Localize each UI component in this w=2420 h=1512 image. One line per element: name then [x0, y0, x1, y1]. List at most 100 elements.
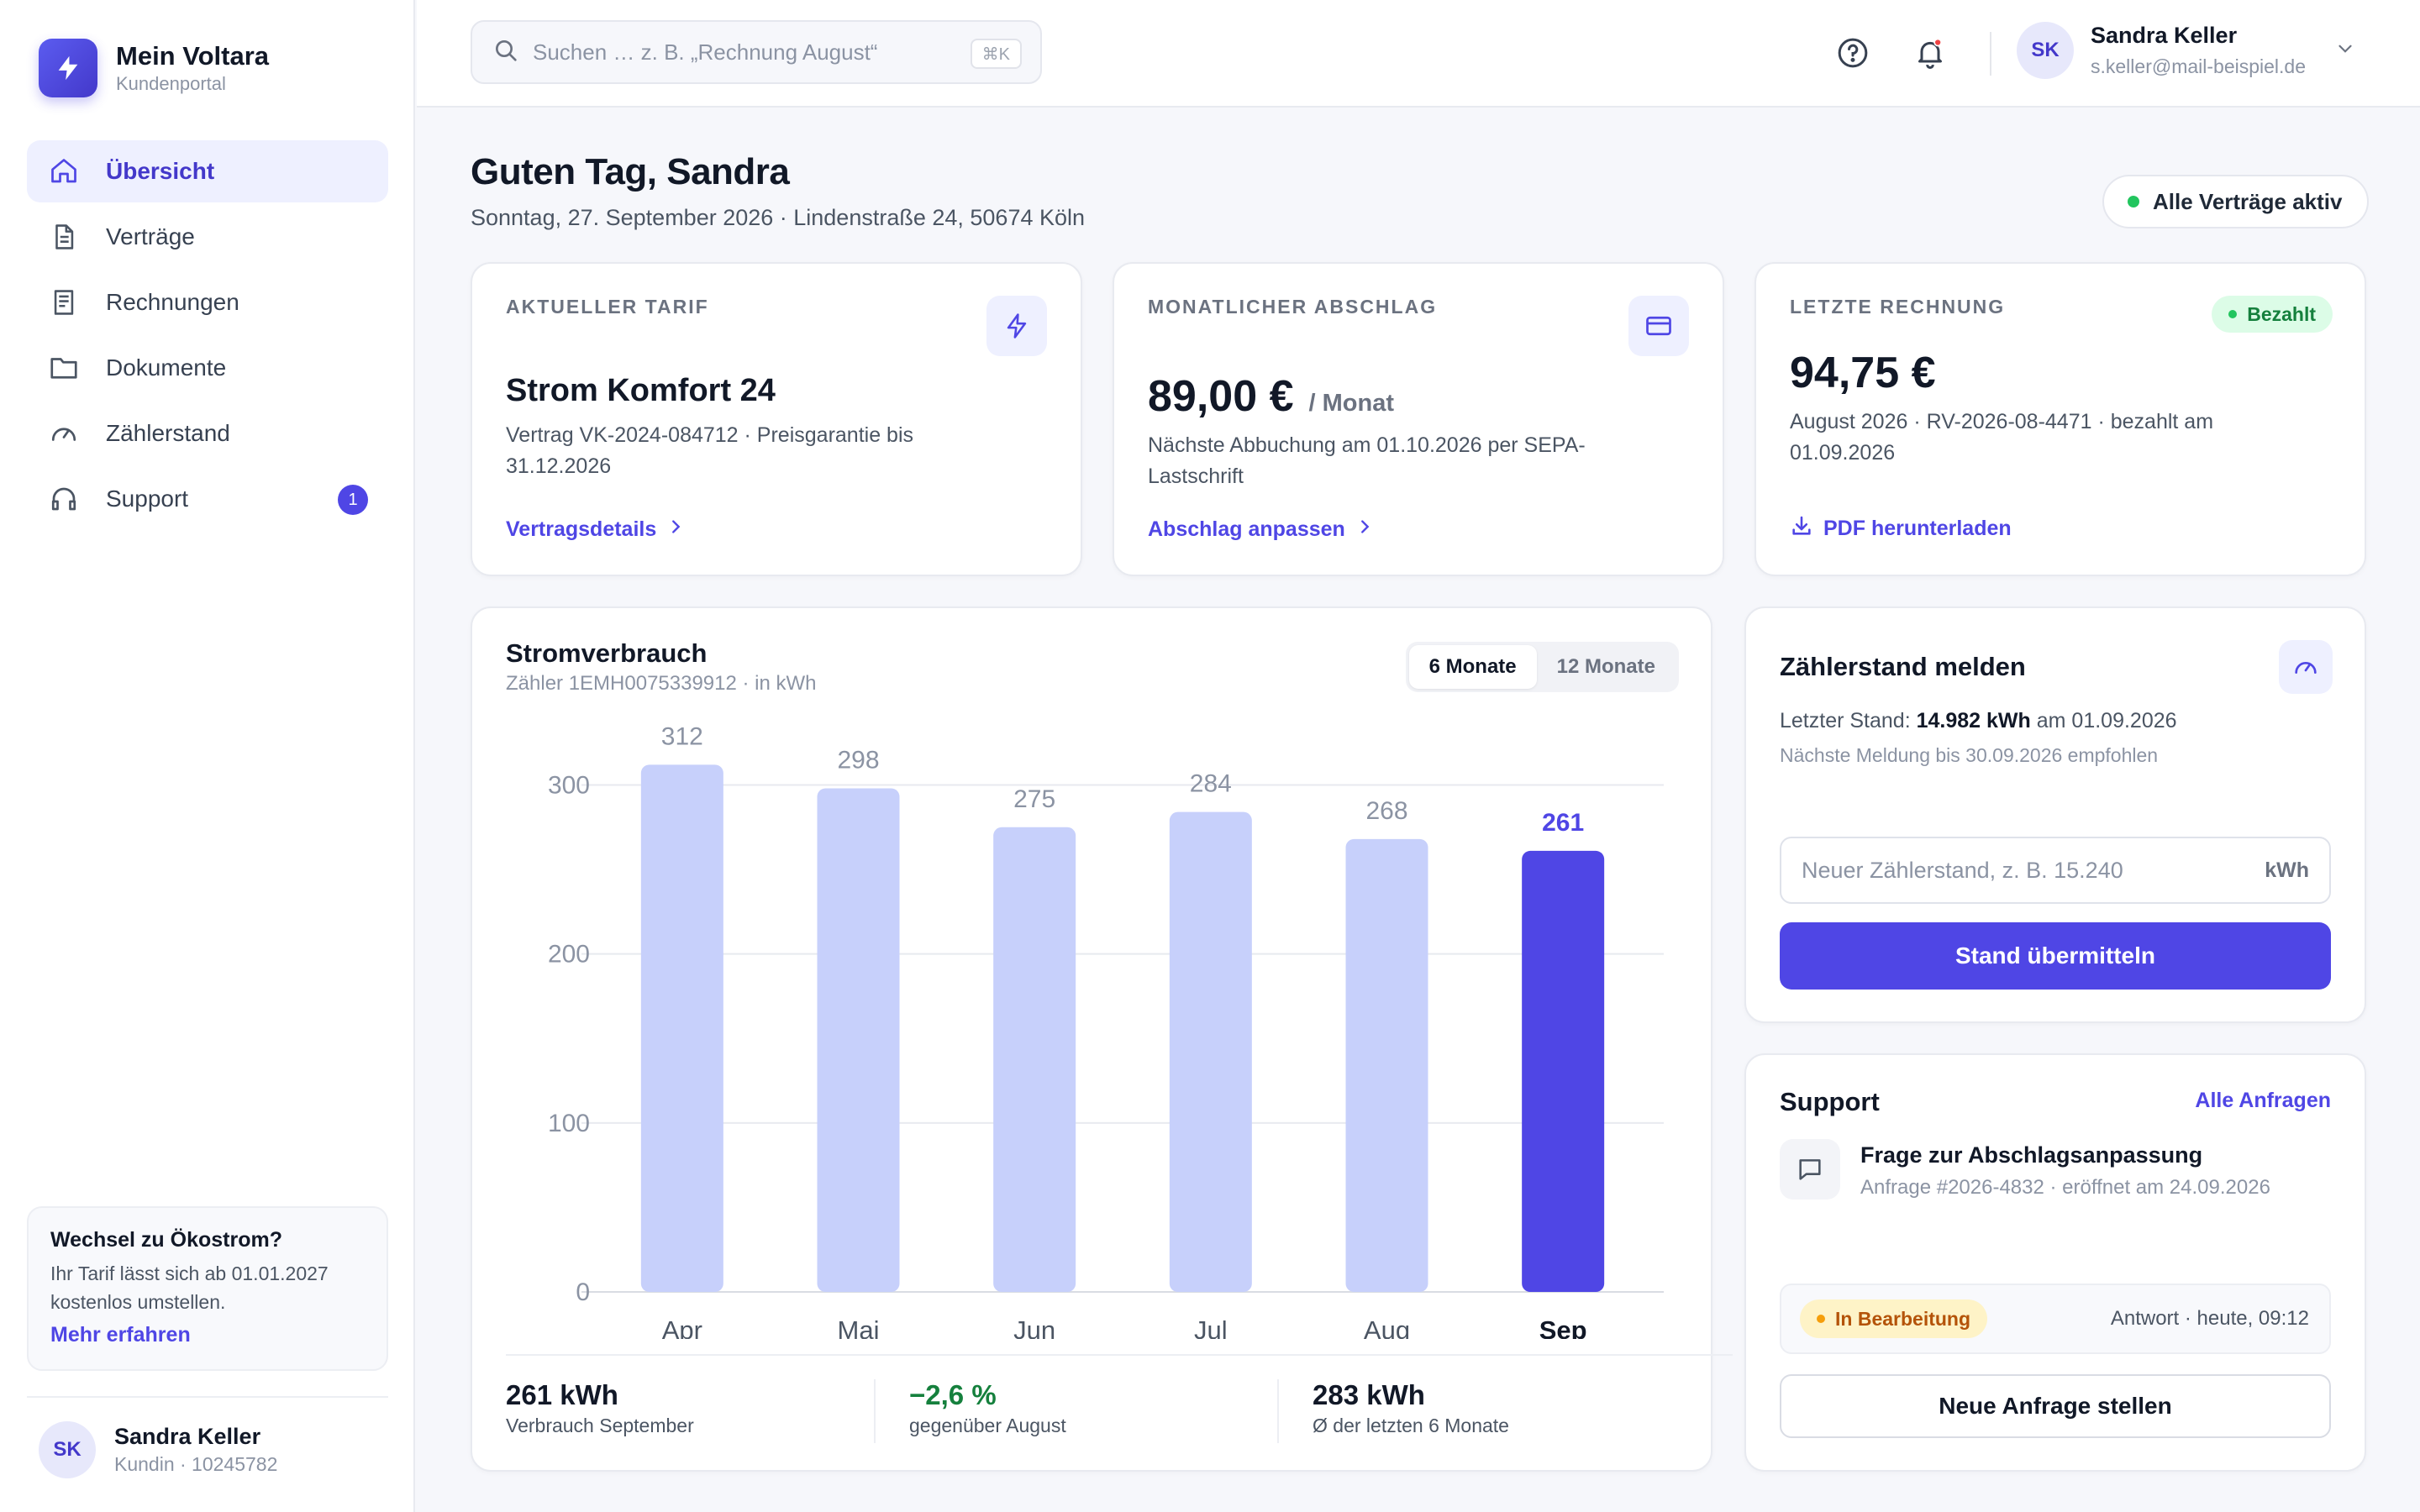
promo-title: Wechsel zu Ökostrom?	[50, 1228, 282, 1252]
card-label: MONATLICHER ABSCHLAG	[1148, 296, 1438, 318]
divider	[1990, 32, 1991, 76]
x-tick-label: Aug	[1364, 1315, 1410, 1339]
stat-average: 283 kWh Ø der letzten 6 Monate	[1313, 1379, 1509, 1437]
sidebar-user-profile[interactable]: SK Sandra Keller Kundin · 10245782	[39, 1421, 277, 1478]
download-icon	[1790, 514, 1813, 543]
consumption-bar-chart: 0 100 200 300 312 Apr 298 Mai 275 Jun 284 Jul 268 Aug…	[548, 722, 1664, 1339]
brand[interactable]: Mein Voltara Kundenportal	[39, 39, 269, 97]
help-icon[interactable]	[1833, 34, 1872, 72]
user-email: s.keller@mail-beispiel.de	[2091, 55, 2306, 77]
promo-text: Ihr Tarif lässt sich ab 01.01.2027 koste…	[50, 1263, 329, 1313]
sidebar-item-zaehlerstand[interactable]: Zählerstand	[27, 402, 388, 465]
avatar: SK	[39, 1421, 96, 1478]
receipt-icon	[47, 286, 81, 319]
keyboard-shortcut-hint: ⌘K	[970, 39, 1022, 69]
y-tick-label: 200	[548, 941, 590, 969]
gauge-icon	[47, 417, 81, 450]
sidebar-item-rechnungen[interactable]: Rechnungen	[27, 271, 388, 333]
page-subtitle: Sonntag, 27. September 2026 · Lindenstra…	[471, 205, 1086, 230]
link-label: Abschlag anpassen	[1148, 517, 1345, 541]
period-toggle: 6 Monate 12 Monate	[1405, 642, 1679, 692]
link-label: PDF herunterladen	[1823, 517, 2012, 540]
notification-badge: 1	[338, 485, 368, 515]
toggle-12-months[interactable]: 12 Monate	[1556, 655, 1655, 678]
divider	[874, 1379, 876, 1443]
meter-reading-input[interactable]	[1802, 857, 2238, 884]
unit-label: kWh	[2265, 858, 2309, 882]
submit-reading-button[interactable]: Stand übermitteln	[1780, 922, 2331, 990]
installment-amount-row: 89,00 € / Monat	[1148, 371, 1394, 422]
document-icon	[47, 220, 81, 254]
divider	[1277, 1379, 1279, 1443]
folder-icon	[47, 351, 81, 385]
invoice-card: LETZTE RECHNUNG Bezahlt 94,75 € August 2…	[1754, 262, 2366, 576]
status-text: Alle Verträge aktiv	[2153, 188, 2343, 214]
customer-number: Kundin · 10245782	[114, 1453, 278, 1475]
sidebar-item-support[interactable]: Support 1	[27, 468, 388, 530]
home-icon	[47, 155, 81, 188]
chevron-right-icon	[666, 517, 685, 542]
topbar: ⌘K SK Sandra Keller s.keller@mail-beispi…	[417, 0, 2420, 108]
stat-value: 283 kWh	[1313, 1379, 1425, 1410]
ticket-title[interactable]: Frage zur Abschlagsanpassung	[1860, 1142, 2203, 1168]
stat-current: 261 kWh Verbrauch September	[506, 1379, 694, 1437]
sidebar-item-label: Zählerstand	[106, 420, 230, 446]
next-reading-hint: Nächste Meldung bis 30.09.2026 empfohlen	[1780, 744, 2159, 766]
tariff-details: Vertrag VK-2024-084712 · Preisgarantie b…	[506, 423, 914, 478]
sidebar-item-dokumente[interactable]: Dokumente	[27, 337, 388, 399]
contract-details-link[interactable]: Vertragsdetails	[506, 517, 685, 542]
x-tick-label: Mai	[838, 1315, 880, 1339]
chat-bubble-icon	[1780, 1139, 1840, 1200]
greeting: Guten Tag, Sandra Sonntag, 27. September…	[471, 151, 1085, 231]
sidebar-item-vertraege[interactable]: Verträge	[27, 206, 388, 268]
toggle-6-months[interactable]: 6 Monate	[1408, 645, 1537, 689]
promo-link[interactable]: Mehr erfahren	[50, 1323, 191, 1347]
account-menu[interactable]: SK Sandra Keller s.keller@mail-beispiel.…	[2017, 22, 2356, 79]
installment-details: Nächste Abbuchung am 01.10.2026 per SEPA…	[1148, 433, 1586, 488]
all-requests-link[interactable]: Alle Anfragen	[2195, 1089, 2331, 1112]
download-pdf-link[interactable]: PDF herunterladen	[1790, 514, 2012, 543]
bar-value-label: 284	[1190, 770, 1232, 798]
meter-reading-field[interactable]: kWh	[1780, 837, 2331, 904]
tariff-card: AKTUELLER TARIF Strom Komfort 24 Vertrag…	[471, 262, 1082, 576]
last-reading-date: am 01.09.2026	[2036, 709, 2177, 732]
paid-status-badge: Bezahlt	[2212, 296, 2333, 333]
bar-value-label: 312	[661, 722, 703, 750]
avatar: SK	[2017, 22, 2074, 79]
search-input[interactable]	[533, 39, 953, 66]
stat-label: gegenüber August	[909, 1415, 1066, 1436]
stat-change: −2,6 % gegenüber August	[909, 1379, 1066, 1437]
main-nav: Übersicht Verträge Rechnungen Dokumente …	[27, 140, 388, 533]
stat-label: Verbrauch September	[506, 1415, 694, 1436]
last-reading-value: 14.982 kWh	[1916, 709, 2031, 732]
bell-icon[interactable]	[1911, 34, 1949, 72]
user-name: Sandra Keller	[114, 1424, 261, 1449]
search-icon	[492, 37, 519, 68]
sidebar-item-label: Verträge	[106, 223, 195, 249]
adjust-installment-link[interactable]: Abschlag anpassen	[1148, 517, 1374, 542]
brand-subtitle: Kundenportal	[116, 73, 226, 94]
headset-icon	[47, 482, 81, 516]
invoice-details: August 2026 · RV-2026-08-4471 · bezahlt …	[1790, 410, 2214, 465]
ticket-meta: Anfrage #2026-4832 · eröffnet am 24.09.2…	[1860, 1176, 2270, 1199]
sidebar-item-uebersicht[interactable]: Übersicht	[27, 140, 388, 202]
support-card: Support Alle Anfragen Frage zur Abschlag…	[1744, 1053, 2366, 1472]
bar-jun	[993, 827, 1076, 1292]
x-tick-label: Sep	[1539, 1315, 1587, 1339]
badge-label: Bezahlt	[2247, 302, 2316, 325]
stat-label: Ø der letzten 6 Monate	[1313, 1415, 1509, 1436]
card-title: Zählerstand melden	[1780, 652, 2026, 681]
y-tick-label: 0	[576, 1278, 590, 1306]
gauge-icon	[2279, 640, 2333, 694]
x-tick-label: Jul	[1194, 1315, 1228, 1339]
user-name: Sandra Keller	[2091, 23, 2238, 48]
tariff-name: Strom Komfort 24	[506, 373, 776, 408]
green-energy-promo: Wechsel zu Ökostrom? Ihr Tarif lässt sic…	[27, 1206, 388, 1371]
last-reading: Letzter Stand: 14.982 kWh am 01.09.2026	[1780, 709, 2177, 733]
new-request-button[interactable]: Neue Anfrage stellen	[1780, 1374, 2331, 1438]
stat-value: −2,6 %	[909, 1379, 997, 1410]
meter-reading-card: Zählerstand melden Letzter Stand: 14.982…	[1744, 606, 2366, 1023]
card-label: AKTUELLER TARIF	[506, 296, 709, 318]
lightning-logo-icon	[39, 39, 97, 97]
search-box[interactable]: ⌘K	[471, 20, 1042, 84]
